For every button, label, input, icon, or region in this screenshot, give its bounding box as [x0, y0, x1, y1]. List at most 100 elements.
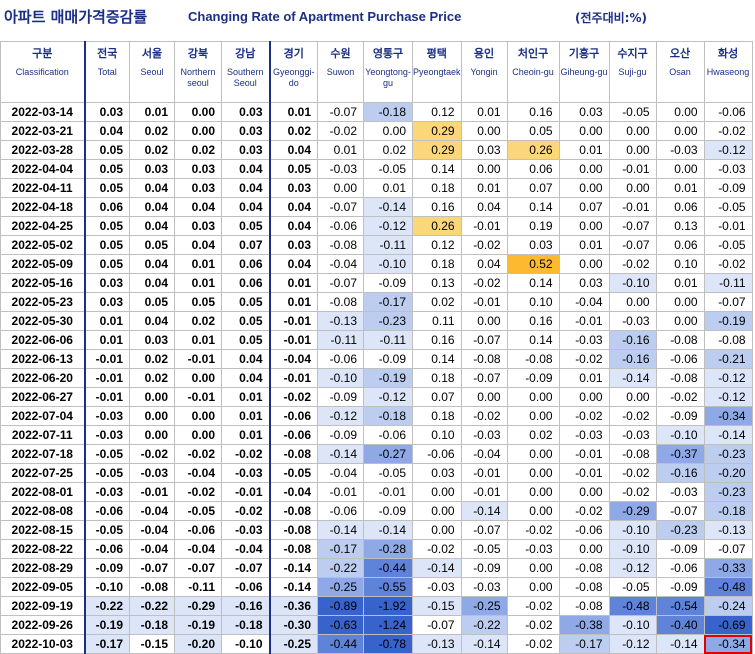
table-row: 2022-06-27 -0.01 0.00 -0.01 0.01 -0.02 -0.09 -0…: [0, 387, 753, 407]
row-date: 2022-06-27: [0, 387, 86, 407]
table-cell: -0.04: [269, 482, 318, 502]
table-cell: -0.16: [608, 349, 657, 369]
table-cell: 0.04: [269, 254, 318, 274]
table-cell: -0.09: [506, 368, 560, 388]
table-cell: 0.00: [608, 121, 657, 141]
table-cell: -0.33: [703, 558, 753, 578]
table-cell: -0.14: [703, 425, 753, 445]
table-cell: 0.05: [84, 178, 130, 198]
table-cell: -0.19: [703, 311, 753, 331]
table-cell: 0.14: [506, 330, 560, 350]
table-cell: 0.04: [129, 178, 175, 198]
table-cell: 0.13: [655, 216, 705, 236]
table-row: 2022-09-26 -0.19 -0.18 -0.19 -0.18 -0.30 -0.63…: [0, 615, 753, 635]
column-header: 처인구 Cheoin-gu: [506, 41, 560, 103]
table-row: 2022-09-19 -0.22 -0.22 -0.29 -0.16 -0.36 -0.89…: [0, 596, 753, 616]
row-date: 2022-06-20: [0, 368, 86, 388]
table-cell: -0.09: [317, 387, 364, 407]
table-cell: -0.07: [655, 501, 705, 521]
table-cell: -0.05: [363, 159, 413, 179]
table-cell: -0.05: [84, 463, 130, 483]
table-cell: 0.04: [269, 216, 318, 236]
table-cell: 0.00: [558, 216, 610, 236]
table-cell: -0.02: [703, 254, 753, 274]
table-cell: 0.05: [221, 330, 271, 350]
column-header-english: Osan: [669, 67, 691, 77]
table-cell: -0.14: [317, 444, 364, 464]
table-cell: 0.00: [608, 292, 657, 312]
table-cell: -0.03: [608, 425, 657, 445]
table-cell: 0.00: [174, 406, 222, 426]
table-cell: 0.00: [558, 159, 610, 179]
table-cell: -0.14: [655, 634, 705, 654]
table-cell: -0.08: [558, 558, 610, 578]
table-cell: -0.01: [608, 159, 657, 179]
table-cell: -0.03: [506, 539, 560, 559]
table-cell: 0.01: [558, 140, 610, 160]
column-header-english: Suwon: [326, 67, 355, 77]
table-cell: -0.48: [703, 577, 753, 597]
table-cell: -0.08: [608, 444, 657, 464]
table-cell: -0.12: [703, 368, 753, 388]
table-cell: -0.44: [317, 634, 364, 654]
table-row: 2022-05-16 0.03 0.04 0.01 0.06 0.01 -0.07 -0.09…: [0, 273, 753, 293]
table-cell: -0.01: [84, 349, 130, 369]
table-cell: -0.02: [506, 596, 560, 616]
table-cell: 0.00: [558, 387, 610, 407]
table-cell: -0.09: [655, 406, 705, 426]
table-cell: 0.02: [269, 121, 318, 141]
table-cell: 0.02: [412, 292, 462, 312]
table-cell: 0.00: [412, 520, 462, 540]
table-cell: 0.00: [506, 463, 560, 483]
table-cell: -0.07: [129, 558, 175, 578]
table-cell: -0.01: [221, 482, 271, 502]
table-cell: -0.07: [317, 102, 364, 122]
table-cell: 0.04: [174, 197, 222, 217]
table-cell: 0.05: [221, 292, 271, 312]
table-cell: -0.15: [129, 634, 175, 654]
table-cell: 0.05: [129, 292, 175, 312]
row-date: 2022-04-11: [0, 178, 86, 198]
table-cell: -0.22: [84, 596, 130, 616]
table-cell: 0.03: [84, 273, 130, 293]
table-cell: -0.09: [84, 558, 130, 578]
table-cell: 0.29: [412, 121, 462, 141]
column-header-english: Total: [97, 67, 117, 77]
table-row: 2022-04-25 0.05 0.04 0.03 0.05 0.04 -0.06 -0.12…: [0, 216, 753, 236]
table-cell: 0.01: [221, 387, 271, 407]
table-cell: 0.04: [221, 178, 271, 198]
table-cell: -0.10: [221, 634, 271, 654]
table-cell: 0.05: [84, 254, 130, 274]
column-header: 영통구 Yeongtong-gu: [363, 41, 413, 103]
table-cell: -0.23: [703, 444, 753, 464]
table-cell: 0.02: [174, 311, 222, 331]
table-cell: -0.13: [703, 520, 753, 540]
table-cell: -0.05: [84, 520, 130, 540]
table-cell: -0.06: [655, 558, 705, 578]
table-cell: -0.20: [174, 634, 222, 654]
table-cell: 0.16: [412, 330, 462, 350]
table-cell: -0.10: [608, 539, 657, 559]
table-cell: -0.02: [558, 406, 610, 426]
row-date: 2022-05-09: [0, 254, 86, 274]
row-date: 2022-08-22: [0, 539, 86, 559]
row-date: 2022-07-11: [0, 425, 86, 445]
column-header-korean: 화성: [717, 47, 739, 60]
table-cell: 0.02: [174, 140, 222, 160]
table-cell: 0.14: [506, 197, 560, 217]
table-cell: -0.01: [317, 482, 364, 502]
table-cell: -0.27: [363, 444, 413, 464]
table-cell: -0.17: [317, 539, 364, 559]
table-cell: -0.05: [84, 444, 130, 464]
table-cell: -0.02: [221, 444, 271, 464]
table-cell: -0.44: [363, 558, 413, 578]
table-cell: -0.02: [608, 254, 657, 274]
table-cell: 0.03: [129, 159, 175, 179]
column-header-english: Suji-gu: [618, 67, 647, 77]
column-header: 수지구 Suji-gu: [608, 41, 657, 103]
table-cell: -0.01: [269, 368, 318, 388]
table-cell: 0.04: [221, 197, 271, 217]
column-header: 평택 Pyeongtaek: [412, 41, 462, 103]
column-header-english: Yeongtong-gu: [365, 67, 411, 88]
table-cell: -0.28: [363, 539, 413, 559]
